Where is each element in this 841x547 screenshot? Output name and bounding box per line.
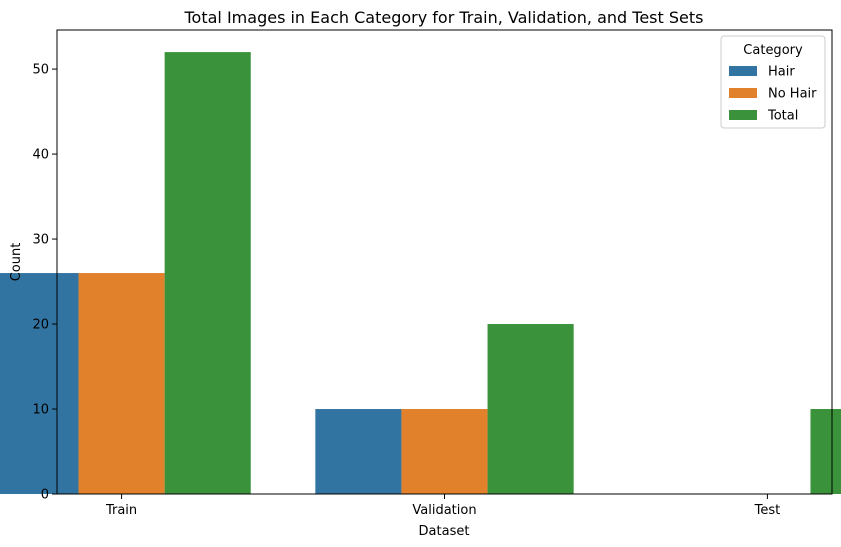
legend-label: Hair xyxy=(768,65,795,80)
bar-train-total xyxy=(164,52,251,494)
chart-title: Total Images in Each Category for Train,… xyxy=(184,8,704,27)
y-tick-label: 20 xyxy=(32,318,49,333)
y-tick-label: 40 xyxy=(32,148,49,163)
bars-group xyxy=(0,52,841,494)
y-tick-label: 50 xyxy=(32,63,49,78)
y-tick-label: 10 xyxy=(32,403,49,418)
legend-swatch-no-hair xyxy=(729,88,757,98)
bar-train-no-hair xyxy=(78,273,165,494)
x-tick-label: Test xyxy=(754,503,781,518)
legend-swatch-hair xyxy=(729,66,757,76)
legend-swatch-total xyxy=(729,110,757,120)
legend-title: Category xyxy=(743,43,803,58)
bar-validation-total xyxy=(487,324,574,494)
x-axis-label: Dataset xyxy=(419,524,470,539)
x-tick-label: Train xyxy=(105,503,137,518)
bar-validation-no-hair xyxy=(401,409,488,494)
y-axis-label: Count xyxy=(9,243,24,282)
plot-frame xyxy=(56,29,833,495)
bar-test-total xyxy=(810,409,841,494)
legend-label: No Hair xyxy=(768,87,817,102)
legend-label: Total xyxy=(767,109,798,124)
bar-validation-hair xyxy=(315,409,402,494)
y-axis: 0 10 20 30 40 50 xyxy=(32,63,57,503)
legend: Category Hair No Hair Total xyxy=(720,35,826,129)
y-tick-label: 30 xyxy=(32,233,49,248)
x-axis: Train Validation Test xyxy=(105,494,780,518)
y-tick-label: 0 xyxy=(41,488,49,503)
x-tick-label: Validation xyxy=(412,503,476,518)
bar-train-hair xyxy=(0,273,79,494)
legend-frame xyxy=(720,35,826,129)
